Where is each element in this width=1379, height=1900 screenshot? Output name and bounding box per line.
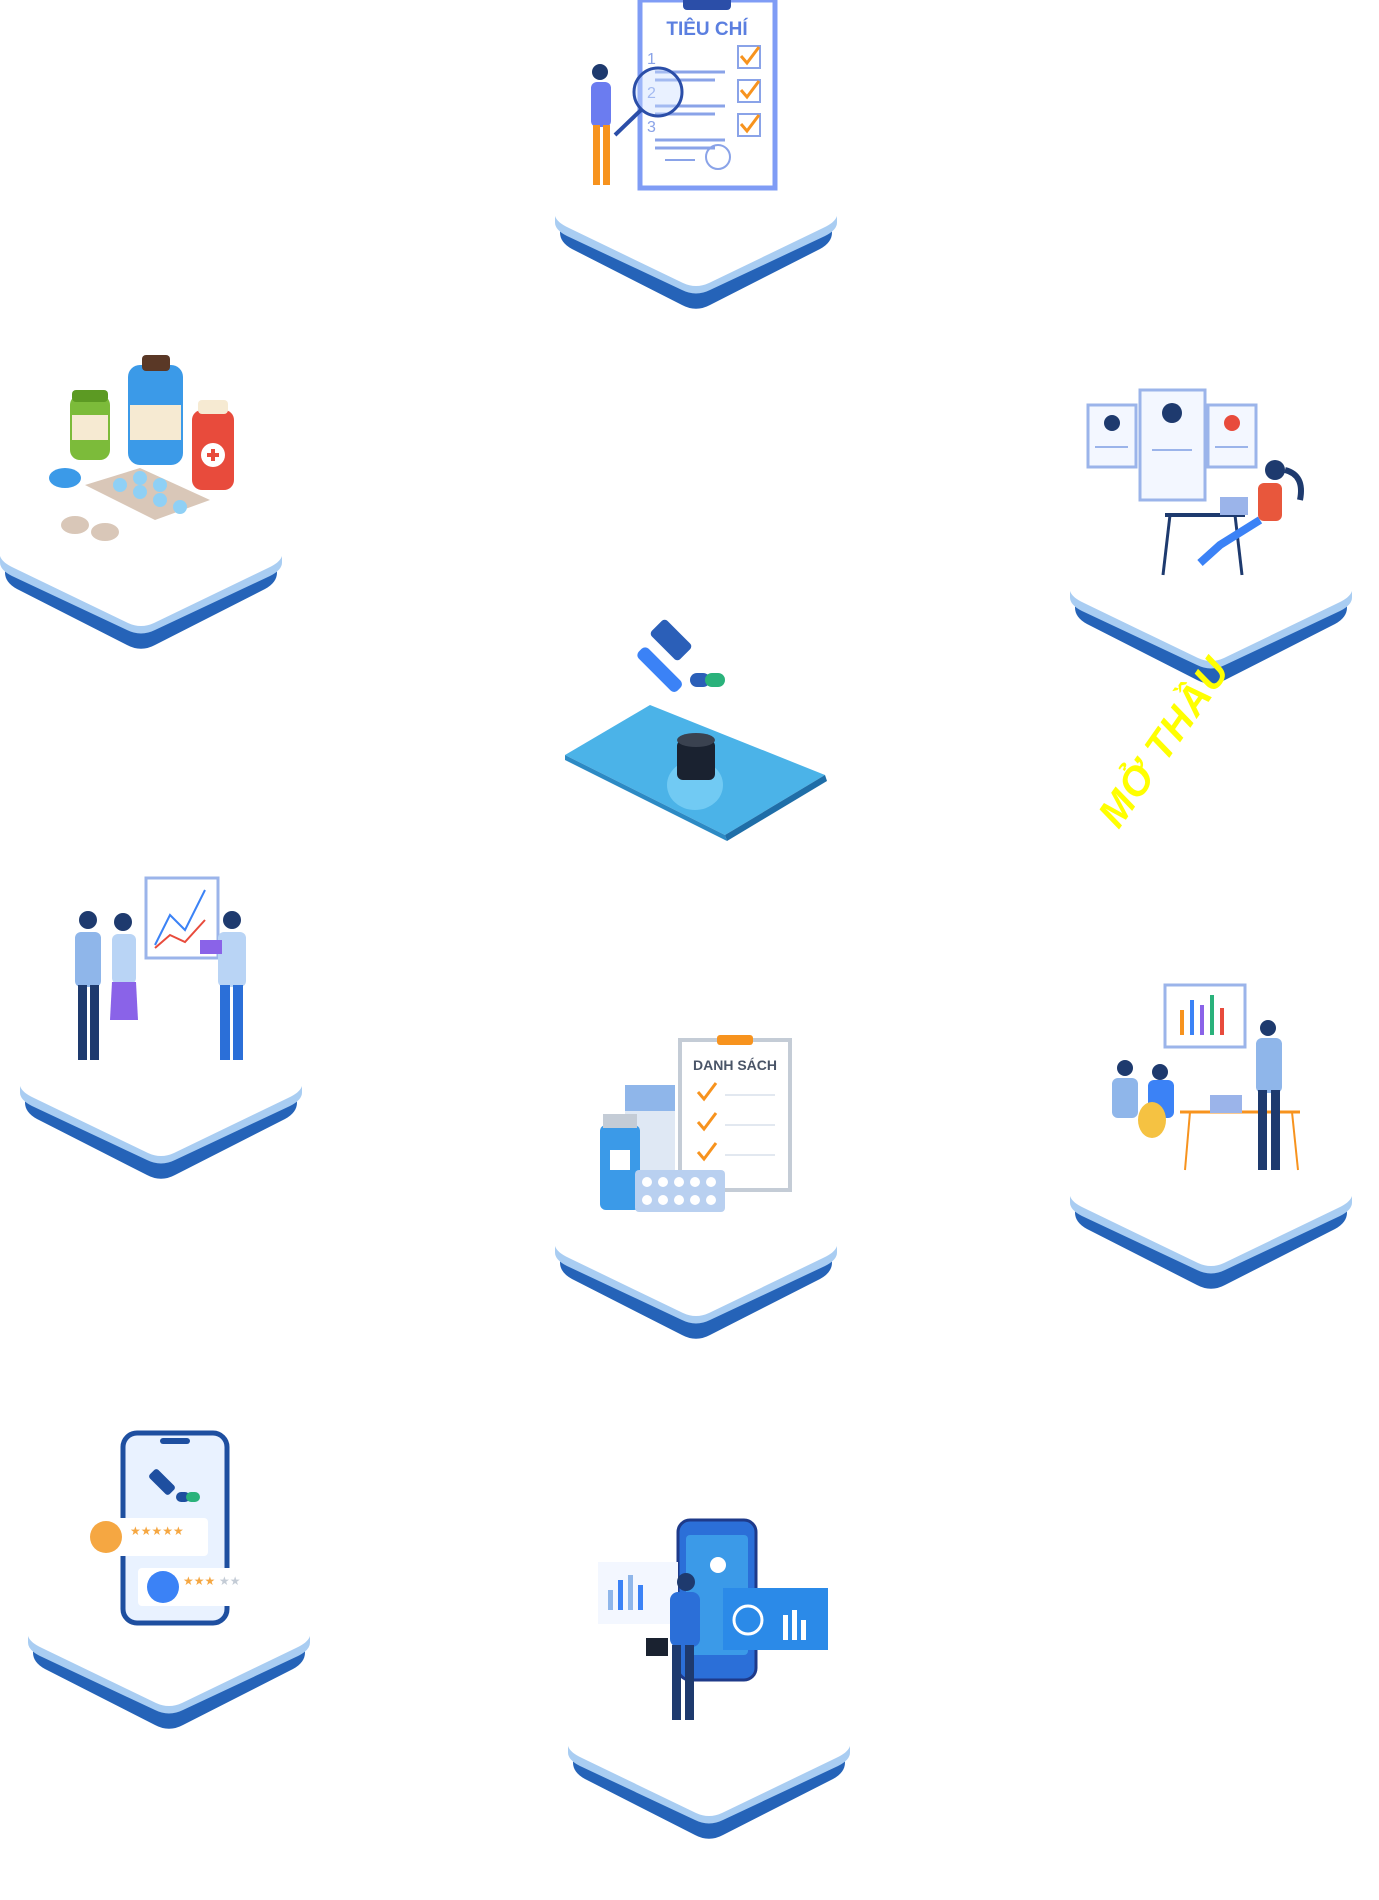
criteria-number-2: 2 [647, 85, 656, 102]
gavel-icon [637, 619, 725, 692]
person-icon [591, 64, 611, 185]
phone-rating-icon: ★★★★★ ★★★ ★★ [90, 1430, 248, 1626]
dashboard-icon [598, 1518, 828, 1720]
svg-text:★★★: ★★★ [183, 1574, 215, 1588]
tile-meeting [1070, 980, 1360, 1289]
list-document-icon: DANH SÁCH [600, 1035, 792, 1212]
meeting-icon [1112, 983, 1300, 1171]
profile-cards-icon [1086, 388, 1258, 502]
tile-profiles [1070, 385, 1360, 684]
team-chart-icon [75, 876, 246, 1060]
magnifier-icon [632, 66, 684, 118]
mo-thau-label: MỞ THẦU [1090, 649, 1239, 836]
tile-auction [565, 619, 835, 860]
tile-medicines [0, 350, 290, 649]
criteria-number-1: 1 [647, 51, 656, 68]
woman-laptop-icon [1161, 460, 1304, 576]
clipboard-checklist-icon: TIÊU CHÍ 1 2 3 [637, 0, 778, 191]
drug-list-title: DANH SÁCH [693, 1057, 777, 1073]
criteria-number-3: 3 [647, 119, 656, 136]
medicine-bottles-icon [49, 355, 234, 541]
svg-text:★★: ★★ [219, 1574, 241, 1588]
tile-dashboard [568, 1518, 858, 1839]
tile-criteria: TIÊU CHÍ 1 2 3 [555, 0, 845, 309]
svg-text:★★★★★: ★★★★★ [130, 1524, 184, 1538]
criteria-title: TIÊU CHÍ [666, 18, 748, 40]
tile-team [20, 870, 310, 1179]
tile-reviews: ★★★★★ ★★★ ★★ [28, 1430, 318, 1729]
tile-drug-list: DANH SÁCH [555, 1030, 845, 1339]
tablet-platform-icon [565, 705, 827, 841]
